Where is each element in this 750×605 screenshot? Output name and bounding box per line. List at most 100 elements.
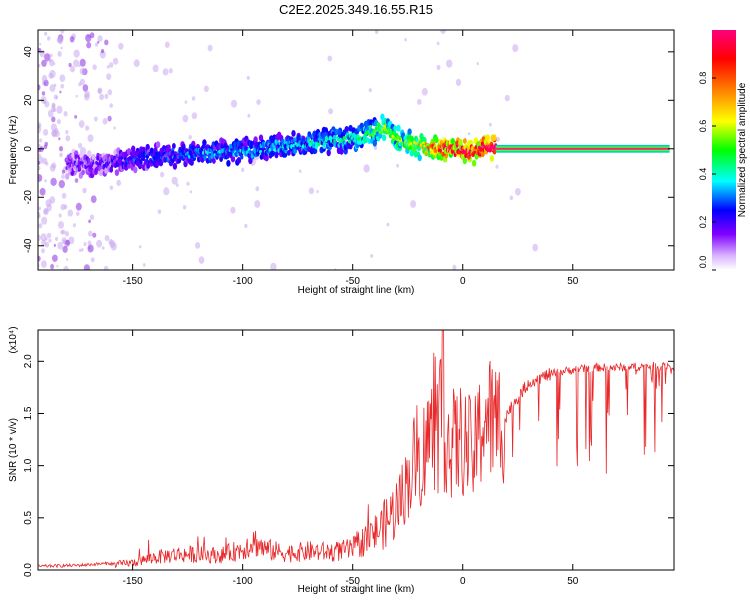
noise-point — [410, 200, 417, 208]
x-tick-label: -100 — [233, 276, 253, 287]
spectrogram-cell — [219, 156, 224, 163]
spectrogram-cell — [212, 158, 216, 164]
noise-point — [46, 36, 51, 41]
spectrogram-cell — [148, 151, 151, 156]
x-tick-label: 0 — [460, 276, 466, 287]
noise-point — [107, 89, 113, 96]
noise-point — [45, 199, 52, 207]
spectrogram-cell — [313, 148, 318, 154]
spectrogram-cell — [270, 150, 275, 157]
noise-point — [38, 234, 41, 242]
noise-point — [73, 59, 80, 68]
spectrogram-axes: -150 -100 -50 0 50 -40 -20 0 20 40 — [23, 30, 674, 287]
noise-point — [39, 187, 46, 196]
snr-frame — [37, 329, 675, 571]
noise-point — [61, 174, 65, 180]
spectrogram-cell — [132, 158, 135, 162]
spectrogram-cell — [188, 155, 191, 159]
noise-point — [51, 103, 56, 109]
noise-point — [308, 187, 314, 195]
noise-point — [61, 192, 67, 199]
noise-point — [375, 30, 379, 34]
spectrogram-cell — [426, 145, 430, 150]
y-tick-label: 1.5 — [23, 406, 34, 420]
noise-point — [49, 69, 56, 79]
noise-point — [53, 243, 57, 247]
noise-point — [440, 30, 446, 34]
spectrogram-cell — [434, 136, 439, 144]
noise-point — [42, 157, 48, 165]
spectrogram-cell — [463, 138, 467, 144]
noise-point — [246, 75, 250, 80]
noise-point — [74, 178, 79, 183]
noise-point — [38, 143, 41, 147]
noise-point — [467, 132, 471, 136]
noise-point — [298, 169, 302, 173]
noise-point — [56, 264, 59, 268]
noise-point — [63, 265, 69, 270]
noise-point — [495, 136, 500, 143]
noise-point — [104, 235, 110, 242]
spectrogram-cell — [315, 142, 319, 146]
noise-point — [38, 211, 41, 218]
spectrogram-cell — [431, 143, 434, 148]
noise-point — [97, 40, 100, 44]
spectrogram-cell — [219, 153, 223, 158]
snr-panel: -150 -100 -50 0 50 0.0 0.5 1.0 1.5 2.0 Height of … — [8, 326, 675, 595]
spectrogram-cell — [298, 140, 301, 145]
spectrogram-x-label: Height of straight line (km) — [298, 285, 415, 296]
spectrogram-cell — [489, 155, 495, 162]
snr-y-label: SNR (10 * v/v) — [8, 418, 19, 482]
noise-point — [82, 84, 89, 92]
spectrogram-cell — [87, 157, 91, 163]
spectrogram-cell — [226, 160, 231, 167]
noise-point — [67, 209, 74, 217]
noise-point — [83, 264, 90, 270]
noise-point — [59, 146, 63, 152]
noise-point — [164, 41, 170, 48]
noise-point — [532, 243, 539, 252]
noise-point — [244, 223, 248, 229]
spectrogram-cell — [167, 144, 171, 151]
noise-point — [38, 223, 43, 229]
noise-point — [191, 112, 198, 120]
spectrogram-cell — [248, 150, 252, 155]
noise-point — [256, 99, 261, 105]
spectrogram-cell — [195, 148, 198, 152]
noise-point — [101, 246, 105, 250]
noise-point — [247, 113, 251, 118]
noise-point — [69, 36, 75, 43]
spectrogram-cell — [332, 135, 337, 140]
noise-point — [363, 164, 370, 173]
noise-point — [41, 216, 48, 225]
spectrogram-cell — [172, 162, 178, 170]
spectrogram-cell — [149, 147, 154, 154]
noise-point — [86, 42, 92, 49]
x-tick-label: 50 — [567, 576, 579, 587]
spectrogram-cell — [115, 161, 118, 166]
noise-point — [50, 123, 58, 132]
spectrogram-cell — [372, 139, 377, 147]
spectrogram-cell — [247, 147, 251, 152]
spectrogram-cell — [248, 157, 253, 165]
noise-point — [96, 239, 103, 248]
spectrogram-cell — [493, 145, 497, 150]
noise-point — [100, 49, 105, 54]
spectrogram-cell — [131, 161, 136, 167]
noise-point — [69, 65, 76, 73]
noise-point — [50, 263, 55, 270]
spectrogram-cell — [114, 169, 120, 177]
noise-point — [84, 93, 90, 101]
spectrogram-cell — [189, 159, 194, 166]
spectrogram-cell — [240, 154, 244, 160]
spectrogram-cell — [291, 130, 296, 137]
noise-point — [512, 44, 519, 53]
noise-point — [47, 109, 54, 118]
spectrogram-cell — [384, 127, 387, 132]
noise-point — [103, 265, 109, 270]
spectrogram-y-label: Frequency (Hz) — [8, 116, 19, 185]
noise-point — [64, 231, 69, 237]
noise-point — [102, 118, 108, 125]
noise-point — [46, 232, 52, 239]
